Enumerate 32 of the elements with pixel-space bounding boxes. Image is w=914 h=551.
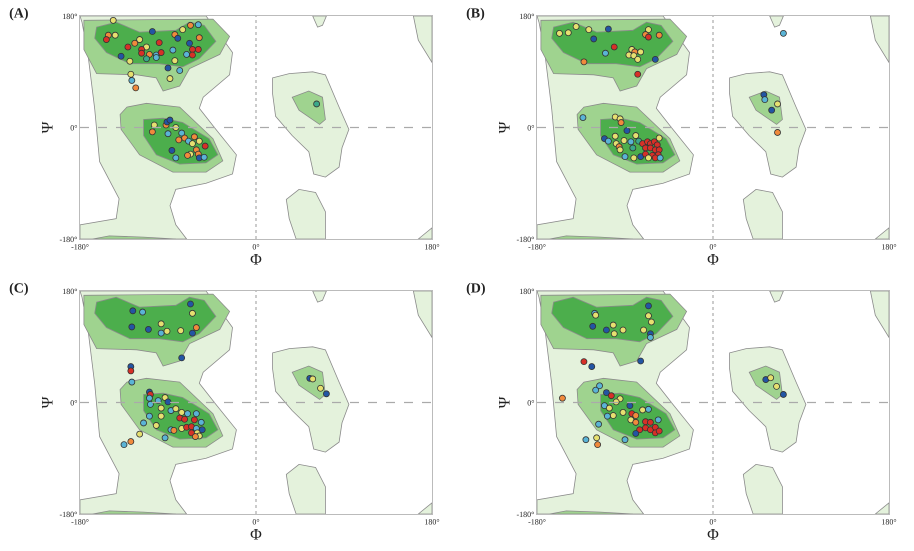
y-tick-label: 0°	[527, 123, 534, 132]
x-axis-title: Φ	[707, 526, 720, 544]
y-axis-title: Ψ	[39, 121, 56, 134]
chart-title: (A)	[9, 6, 29, 22]
x-tick-label: 0°	[709, 518, 717, 527]
y-tick-label: 180°	[519, 286, 534, 296]
y-axis-title: Ψ	[496, 396, 514, 408]
y-tick-label: -180°	[60, 234, 78, 244]
y-tick-label: -180°	[516, 510, 534, 519]
x-tick-label: 0°	[252, 242, 260, 252]
y-tick-label: 0°	[527, 398, 534, 408]
x-tick-label: 180°	[881, 242, 897, 252]
y-axis-title: Ψ	[496, 121, 514, 134]
chart-title: (B)	[466, 6, 486, 22]
y-tick-label: -180°	[60, 510, 78, 519]
x-axis-title: Φ	[250, 252, 262, 269]
y-tick-label: 0°	[70, 123, 78, 132]
y-tick-label: 180°	[519, 12, 534, 21]
x-axis-title: Φ	[250, 526, 262, 544]
y-tick-label: 0°	[70, 398, 78, 408]
x-tick-label: 180°	[881, 518, 897, 527]
x-tick-label: 180°	[424, 518, 440, 527]
x-axis-title: Φ	[707, 252, 720, 269]
x-tick-label: 180°	[424, 242, 440, 252]
y-tick-label: 180°	[62, 12, 78, 21]
y-axis-title: Ψ	[39, 396, 56, 408]
x-tick-label: 0°	[252, 518, 260, 527]
chart-title: (C)	[9, 281, 29, 296]
y-tick-label: 180°	[62, 286, 78, 296]
y-tick-label: -180°	[516, 234, 534, 244]
x-tick-label: 0°	[709, 242, 717, 252]
chart-title: (D)	[466, 281, 486, 296]
